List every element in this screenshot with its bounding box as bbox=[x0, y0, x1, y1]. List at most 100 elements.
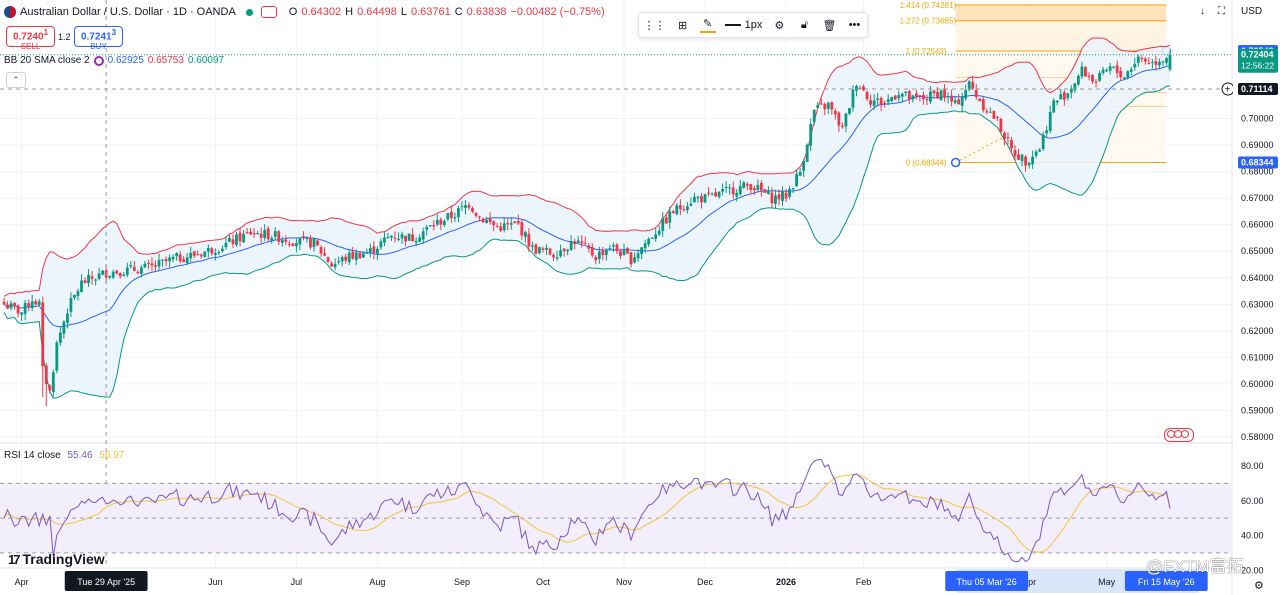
lock-icon[interactable]: 🔓︎ bbox=[800, 18, 808, 31]
candle-body bbox=[13, 302, 16, 307]
candle-body bbox=[1150, 61, 1154, 63]
candle-body bbox=[1122, 77, 1126, 79]
candle-body bbox=[1108, 66, 1112, 71]
candle-body bbox=[467, 205, 471, 208]
bb-label: BB 20 SMA close 2 bbox=[4, 55, 90, 66]
candle-body bbox=[1154, 61, 1158, 65]
rsi-legend[interactable]: RSI 14 close 55.46 56.97 bbox=[4, 450, 124, 461]
candle-body bbox=[132, 266, 136, 271]
candle-body bbox=[918, 95, 922, 97]
candle-body bbox=[597, 251, 601, 260]
rsi-tick-label: 80.00 bbox=[1241, 461, 1264, 471]
candle-body bbox=[855, 85, 858, 91]
candle-body bbox=[580, 241, 584, 244]
tradingview-mark-icon: 17 bbox=[8, 551, 21, 567]
candle-body bbox=[798, 171, 802, 176]
sell-button[interactable]: 0.72401 SELL bbox=[6, 26, 55, 51]
candle-body bbox=[23, 302, 27, 314]
line-width-button[interactable]: 1px bbox=[724, 19, 762, 31]
collapse-legend-button[interactable]: ⌃ bbox=[6, 72, 26, 88]
candle-body bbox=[640, 247, 644, 255]
templates-icon[interactable]: ⊞ bbox=[677, 19, 688, 32]
candle-body bbox=[552, 254, 555, 258]
candle-body bbox=[527, 233, 531, 247]
candle-body bbox=[108, 275, 112, 278]
candle-body bbox=[943, 88, 946, 98]
candle-body bbox=[55, 342, 59, 371]
candle-body bbox=[196, 254, 200, 256]
settings-icon[interactable]: ⚙ bbox=[774, 19, 785, 32]
candle-body bbox=[495, 226, 499, 228]
candle-body bbox=[337, 261, 341, 263]
currency-selector[interactable]: USD bbox=[1241, 6, 1263, 17]
events-badge-icon[interactable] bbox=[1164, 428, 1194, 442]
candle-body bbox=[1105, 70, 1108, 72]
candle-body bbox=[545, 247, 548, 250]
rsi-pane bbox=[0, 458, 1232, 563]
drag-handle-icon[interactable]: ⋮⋮ bbox=[643, 19, 666, 32]
candle-body bbox=[361, 253, 365, 258]
candle-body bbox=[150, 263, 154, 266]
candle-body bbox=[390, 235, 393, 238]
candle-body bbox=[449, 211, 453, 218]
candle-body bbox=[833, 110, 837, 115]
candle-body bbox=[421, 231, 425, 240]
candle-body bbox=[650, 237, 654, 239]
candle-body bbox=[136, 272, 140, 274]
candle-body bbox=[788, 189, 791, 197]
fib-retracement-zone[interactable]: 1.414 (0.74281) 1.272 (0.73685) 1 (0.72543… bbox=[900, 1, 1172, 168]
candle-body bbox=[914, 93, 918, 97]
bb-legend[interactable]: BB 20 SMA close 2 0.62925 0.65753 0.6009… bbox=[4, 55, 224, 66]
candle-body bbox=[1073, 83, 1077, 91]
buy-button[interactable]: 0.72413 BUY bbox=[74, 26, 123, 51]
candle-body bbox=[376, 248, 379, 254]
candle-body bbox=[767, 191, 770, 194]
spread-value: 1.2 bbox=[58, 32, 71, 42]
candle-body bbox=[326, 257, 330, 262]
chart-settings-icon: ⚙ bbox=[1254, 579, 1264, 592]
candle-body bbox=[957, 99, 961, 105]
rsi-ma-line bbox=[3, 474, 1171, 553]
candle-body bbox=[62, 321, 66, 334]
candle-body bbox=[481, 218, 485, 223]
time-tick-label: Dec bbox=[697, 577, 714, 587]
crosshair: + bbox=[0, 0, 1235, 568]
candle-body bbox=[992, 110, 996, 119]
candle-body bbox=[819, 103, 823, 105]
tradingview-logo[interactable]: 17 TradingView bbox=[8, 551, 105, 567]
price-tick-label: 0.62000 bbox=[1241, 326, 1274, 336]
candle-body bbox=[340, 257, 344, 262]
candle-body bbox=[1080, 66, 1084, 77]
candle-body bbox=[682, 209, 686, 211]
price-tick-label: 0.64000 bbox=[1241, 273, 1274, 283]
time-axis[interactable]: Apr Jun Jul Aug Sep Oct Nov Dec 2026 Feb Apr May Tue… bbox=[15, 569, 1208, 593]
candle-body bbox=[883, 102, 887, 104]
fullscreen-icon[interactable]: ⛶ bbox=[1218, 6, 1225, 17]
pencil-icon[interactable]: ✎ bbox=[699, 17, 716, 33]
candle-body bbox=[967, 81, 971, 90]
more-icon[interactable]: ••• bbox=[848, 19, 861, 31]
candle-body bbox=[988, 111, 992, 113]
candle-body bbox=[344, 256, 348, 261]
scroll-down-icon[interactable]: ↓ bbox=[1200, 6, 1205, 17]
candle-body bbox=[978, 98, 982, 102]
candle-body bbox=[759, 183, 763, 191]
candle-body bbox=[999, 118, 1003, 132]
candle-body bbox=[700, 196, 703, 203]
bb-lower-line bbox=[3, 85, 1171, 399]
candle-body bbox=[400, 234, 404, 239]
open-label: O bbox=[288, 6, 298, 18]
price-axis[interactable]: 0.710000.700000.690000.680000.670000.660… bbox=[1233, 0, 1280, 595]
candle-body bbox=[305, 237, 309, 239]
candle-body bbox=[661, 218, 665, 231]
candle-body bbox=[235, 234, 238, 245]
hide-eye-icon[interactable] bbox=[260, 6, 277, 18]
symbol-title[interactable]: Australian Dollar / U.S. Dollar · 1D · O… bbox=[20, 6, 236, 18]
candle-body bbox=[478, 216, 481, 218]
candle-body bbox=[745, 184, 749, 186]
candle-body bbox=[1062, 92, 1066, 100]
watermark: @FXTM富拓 bbox=[1146, 557, 1244, 576]
trash-icon[interactable]: 🗑︎ bbox=[822, 19, 837, 32]
